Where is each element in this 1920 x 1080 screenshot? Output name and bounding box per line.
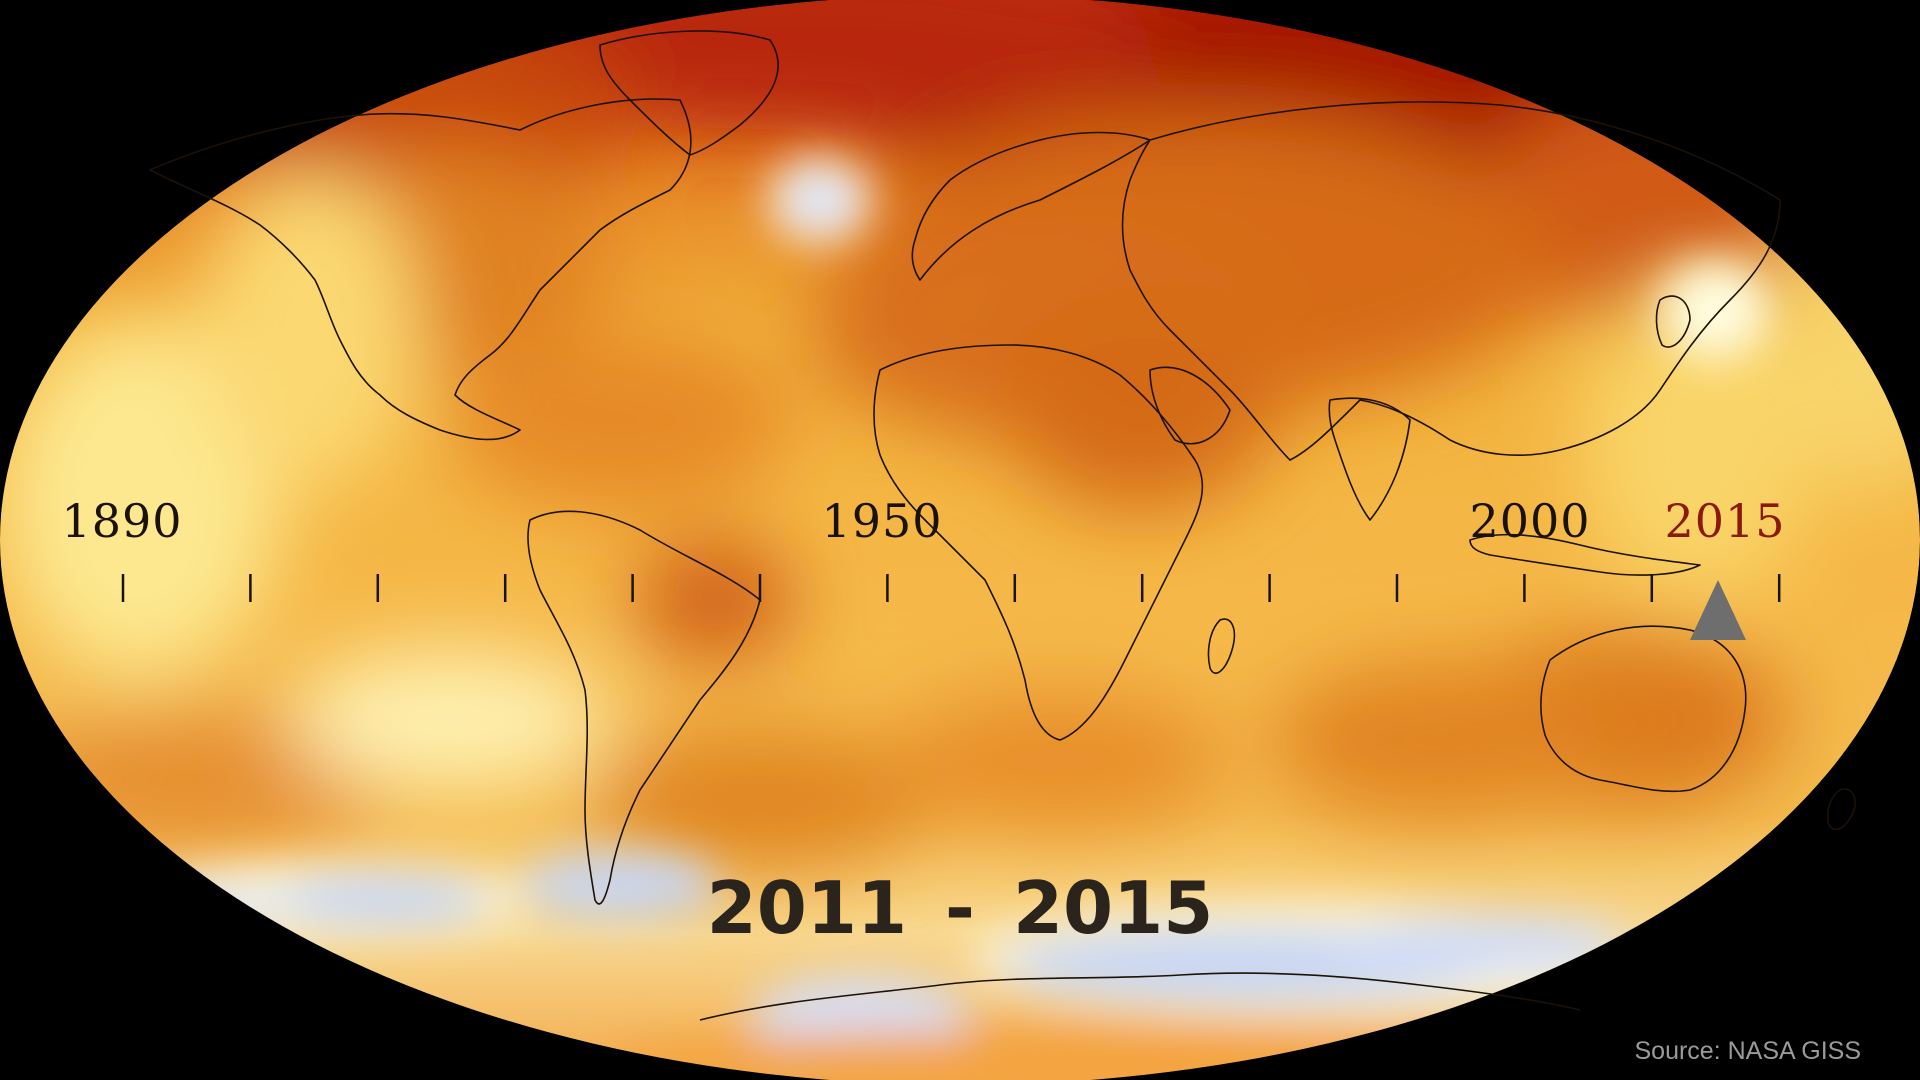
source-credit: Source: NASA GISS: [1634, 1037, 1862, 1065]
india-outline: [1328, 397, 1411, 521]
anomaly-blobs: [0, 0, 1920, 870]
europe-outline: [911, 131, 1151, 281]
timeline-label-1950: 1950: [821, 494, 943, 548]
north-america-outline: [149, 98, 692, 441]
timeline-ticks: [121, 574, 1781, 602]
madagascar-outline: [1207, 618, 1236, 674]
australia-outline: [1540, 625, 1747, 793]
continent-outlines: [149, 30, 1856, 1021]
africa-outline: [873, 344, 1204, 741]
timeline-label-2000: 2000: [1469, 494, 1591, 548]
south-america-outline: [527, 510, 761, 905]
new-zealand-outline: [1826, 788, 1856, 831]
asia-outline: [1121, 101, 1781, 461]
japan-outline: [1655, 295, 1691, 348]
current-year-marker: [1690, 580, 1746, 640]
timeline-label-1890: 1890: [61, 494, 183, 548]
antarctica-outline: [699, 972, 1581, 1021]
greenland-outline: [599, 30, 779, 156]
indonesia-outline: [1469, 533, 1701, 576]
arabia-outline: [1149, 366, 1231, 445]
timeline-label-2015: 2015: [1664, 494, 1786, 548]
